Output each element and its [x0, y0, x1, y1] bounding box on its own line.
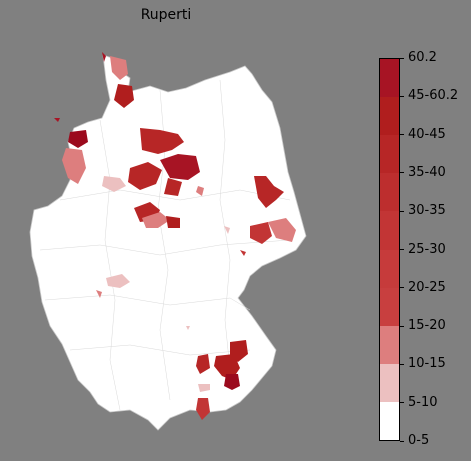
colorbar-segment: [380, 401, 399, 440]
colorbar-segment: [380, 97, 399, 136]
colorbar-tick: [400, 325, 404, 327]
colorbar-segment: [380, 59, 399, 98]
colorbar-tick: [400, 172, 404, 174]
colorbar-tick-label: 35-40: [408, 164, 446, 180]
colorbar-tick: [400, 134, 404, 136]
colorbar: [379, 58, 400, 441]
colorbar-tick: [400, 210, 404, 212]
colorbar-tick-label: 10-15: [408, 356, 446, 372]
colorbar-segment: [380, 287, 399, 326]
colorbar-segment: [380, 135, 399, 174]
colorbar-tick-label: 30-35: [408, 203, 446, 219]
colorbar-tick-label: 60.2: [408, 50, 437, 65]
colorbar-tick: [400, 95, 404, 97]
colorbar-tick-label: 45-60.2: [408, 88, 459, 104]
district-borders: [39, 79, 291, 411]
colorbar-segment: [380, 249, 399, 288]
colorbar-segment: [380, 173, 399, 212]
colorbar-tick: [400, 57, 404, 59]
colorbar-tick: [400, 249, 404, 250]
colorbar-tick-label: 15-20: [408, 318, 446, 334]
colorbar-tick: [400, 287, 404, 289]
colorbar-tick-label: 5-10: [408, 394, 438, 410]
colorbar-tick-label: 25-30: [408, 241, 446, 257]
highlighted-districts: [54, 52, 296, 420]
colorbar-tick: [400, 402, 404, 404]
colorbar-tick-label: 0-5: [408, 433, 430, 448]
map-title: Ruperti: [140, 7, 192, 23]
colorbar-tick-label: 40-45: [408, 126, 446, 142]
colorbar-segment: [380, 363, 399, 402]
colorbar-tick: [400, 363, 404, 365]
colorbar-tick-label: 20-25: [408, 279, 446, 295]
colorbar-segment: [380, 325, 399, 364]
colorbar-segment: [380, 211, 399, 250]
germany-outline: [29, 54, 307, 431]
colorbar-tick: [400, 440, 404, 442]
